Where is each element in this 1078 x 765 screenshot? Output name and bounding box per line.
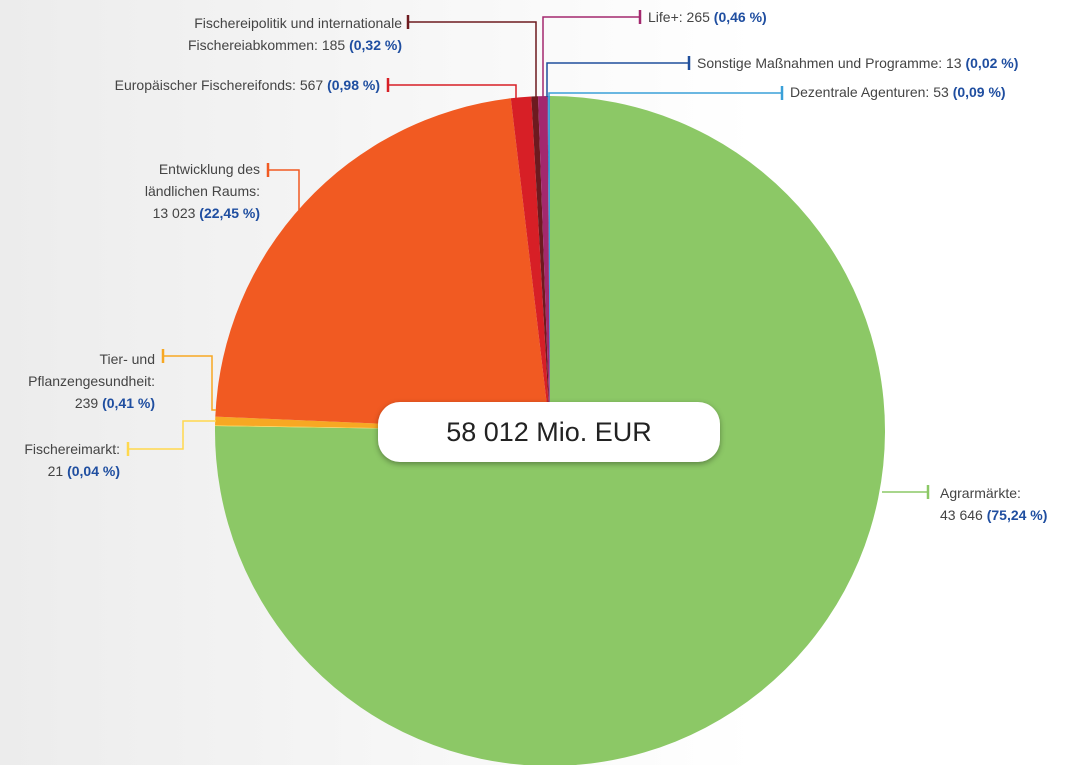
pie-slice xyxy=(548,96,550,431)
leader-line xyxy=(548,92,782,97)
leader-line xyxy=(388,84,517,100)
category-label: Life+: xyxy=(648,9,683,25)
pie-slice xyxy=(531,96,550,431)
slice-label: Fischereimarkt: 21 (0,04 %) xyxy=(0,438,120,482)
pie-slice xyxy=(537,96,550,432)
value-label: 53 xyxy=(933,84,949,100)
percentage-label: (0,04 %) xyxy=(67,463,120,479)
category-label: Entwicklung des ländlichen Raums: xyxy=(144,161,260,199)
leader-line xyxy=(128,420,216,450)
value-label: 13 023 xyxy=(152,205,196,221)
value-label: 13 xyxy=(946,55,962,71)
slice-label: Europäischer Fischereifonds: 567 (0,98 %… xyxy=(0,74,380,96)
percentage-label: (0,09 %) xyxy=(952,84,1006,100)
pie-slice xyxy=(510,96,550,432)
percentage-label: (0,46 %) xyxy=(713,9,767,25)
leader-line xyxy=(542,16,640,97)
percentage-label: (0,02 %) xyxy=(965,55,1019,71)
percentage-label: (0,98 %) xyxy=(327,77,380,93)
value-label: 239 xyxy=(74,395,99,411)
slice-label: Fischereipolitik und internationale Fisc… xyxy=(140,12,402,56)
percentage-label: (22,45 %) xyxy=(199,205,260,221)
slice-label: Sonstige Maßnahmen und Programme: 13 (0,… xyxy=(697,52,1078,74)
pie-slice xyxy=(547,96,550,431)
category-label: Fischereipolitik und internationale Fisc… xyxy=(188,15,402,53)
category-label: Europäischer Fischereifonds: xyxy=(114,77,296,93)
total-label: 58 012 Mio. EUR xyxy=(378,402,720,462)
leader-line xyxy=(408,21,537,97)
percentage-label: (0,41 %) xyxy=(102,395,155,411)
percentage-label: (75,24 %) xyxy=(986,507,1048,523)
leader-line xyxy=(163,355,216,411)
category-label: Tier- und Pflanzengesundheit: xyxy=(28,351,155,389)
leader-line xyxy=(268,169,300,210)
slice-label: Tier- und Pflanzengesundheit: 239 (0,41 … xyxy=(0,348,155,414)
percentage-label: (0,32 %) xyxy=(349,37,402,53)
value-label: 43 646 xyxy=(940,507,983,523)
category-label: Sonstige Maßnahmen und Programme: xyxy=(697,55,943,71)
slice-label: Agrarmärkte: 43 646 (75,24 %) xyxy=(940,482,1078,526)
pie-slice xyxy=(215,98,550,431)
leader-line xyxy=(546,62,689,97)
slice-label: Life+: 265 (0,46 %) xyxy=(648,6,948,28)
category-label: Fischereimarkt: xyxy=(24,441,120,457)
category-label: Agrarmärkte: xyxy=(940,485,1021,501)
value-label: 567 xyxy=(299,77,324,93)
pie-slice xyxy=(215,96,885,765)
value-label: 185 xyxy=(321,37,346,53)
value-label: 21 xyxy=(47,463,64,479)
slice-label: Entwicklung des ländlichen Raums: 13 023… xyxy=(100,158,260,224)
category-label: Dezentrale Agenturen: xyxy=(790,84,930,100)
value-label: 265 xyxy=(686,9,710,25)
slice-label: Dezentrale Agenturen: 53 (0,09 %) xyxy=(790,81,1078,103)
